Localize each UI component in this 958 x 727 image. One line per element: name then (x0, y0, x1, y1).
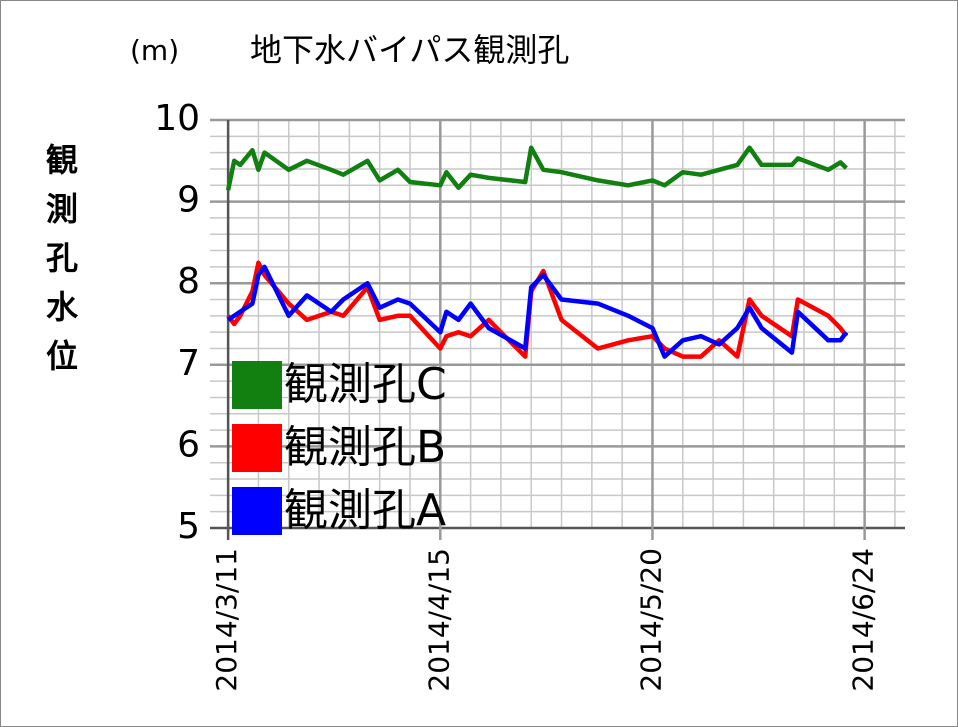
legend-label: 観測孔B (284, 422, 446, 473)
legend-swatch (232, 361, 282, 409)
x-tick-label: 2014/5/20 (634, 548, 667, 692)
chart-title: 地下水バイパス観測孔 (250, 31, 569, 69)
x-tick-label: 2014/4/15 (422, 548, 455, 692)
series-line (226, 264, 849, 359)
y-tick-label: 10 (154, 98, 200, 139)
y-tick-label: 8 (177, 261, 200, 302)
y-axis-label: 位 (46, 337, 78, 375)
legend-label: 観測孔C (284, 359, 447, 410)
legend-swatch (232, 487, 282, 535)
y-tick-label: 5 (177, 506, 200, 547)
y-axis-label: 観 (46, 141, 78, 179)
y-axis-label: 孔 (46, 239, 78, 277)
y-tick-label: 9 (177, 180, 200, 221)
legend-swatch (232, 424, 282, 472)
x-tick-label: 2014/3/11 (210, 548, 243, 692)
x-tick-label: 2014/6/24 (847, 548, 880, 692)
y-unit: (m) (130, 34, 179, 67)
y-axis-label: 水 (46, 288, 79, 326)
legend-label: 観測孔A (284, 485, 446, 536)
y-tick-label: 6 (177, 424, 200, 465)
y-axis-label: 測 (46, 190, 78, 228)
series-line (225, 145, 848, 191)
y-tick-label: 7 (177, 343, 200, 384)
